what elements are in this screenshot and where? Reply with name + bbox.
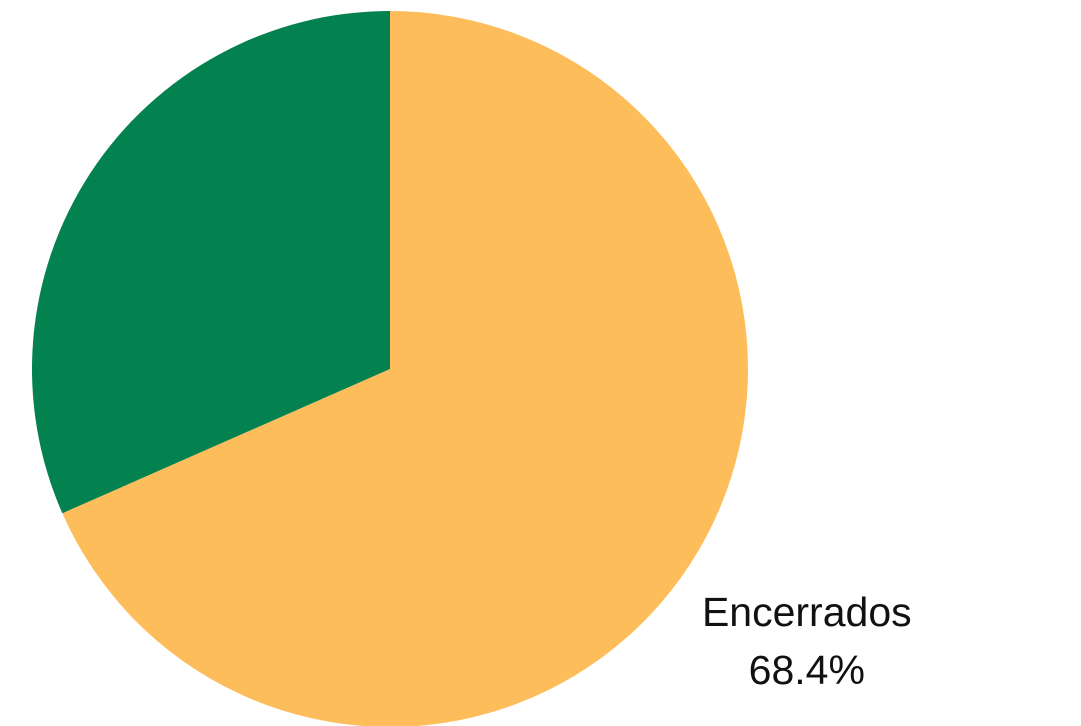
pie-slice-encerrados — [62, 11, 748, 726]
slice-label-name: Encerrados — [702, 589, 912, 635]
slice-label-value: 68.4% — [749, 647, 865, 693]
pie-labels: Encerrados 68.4% — [702, 589, 912, 693]
pie-slice-unlabeled-1 — [31, 11, 390, 514]
pie-slices — [31, 11, 748, 726]
